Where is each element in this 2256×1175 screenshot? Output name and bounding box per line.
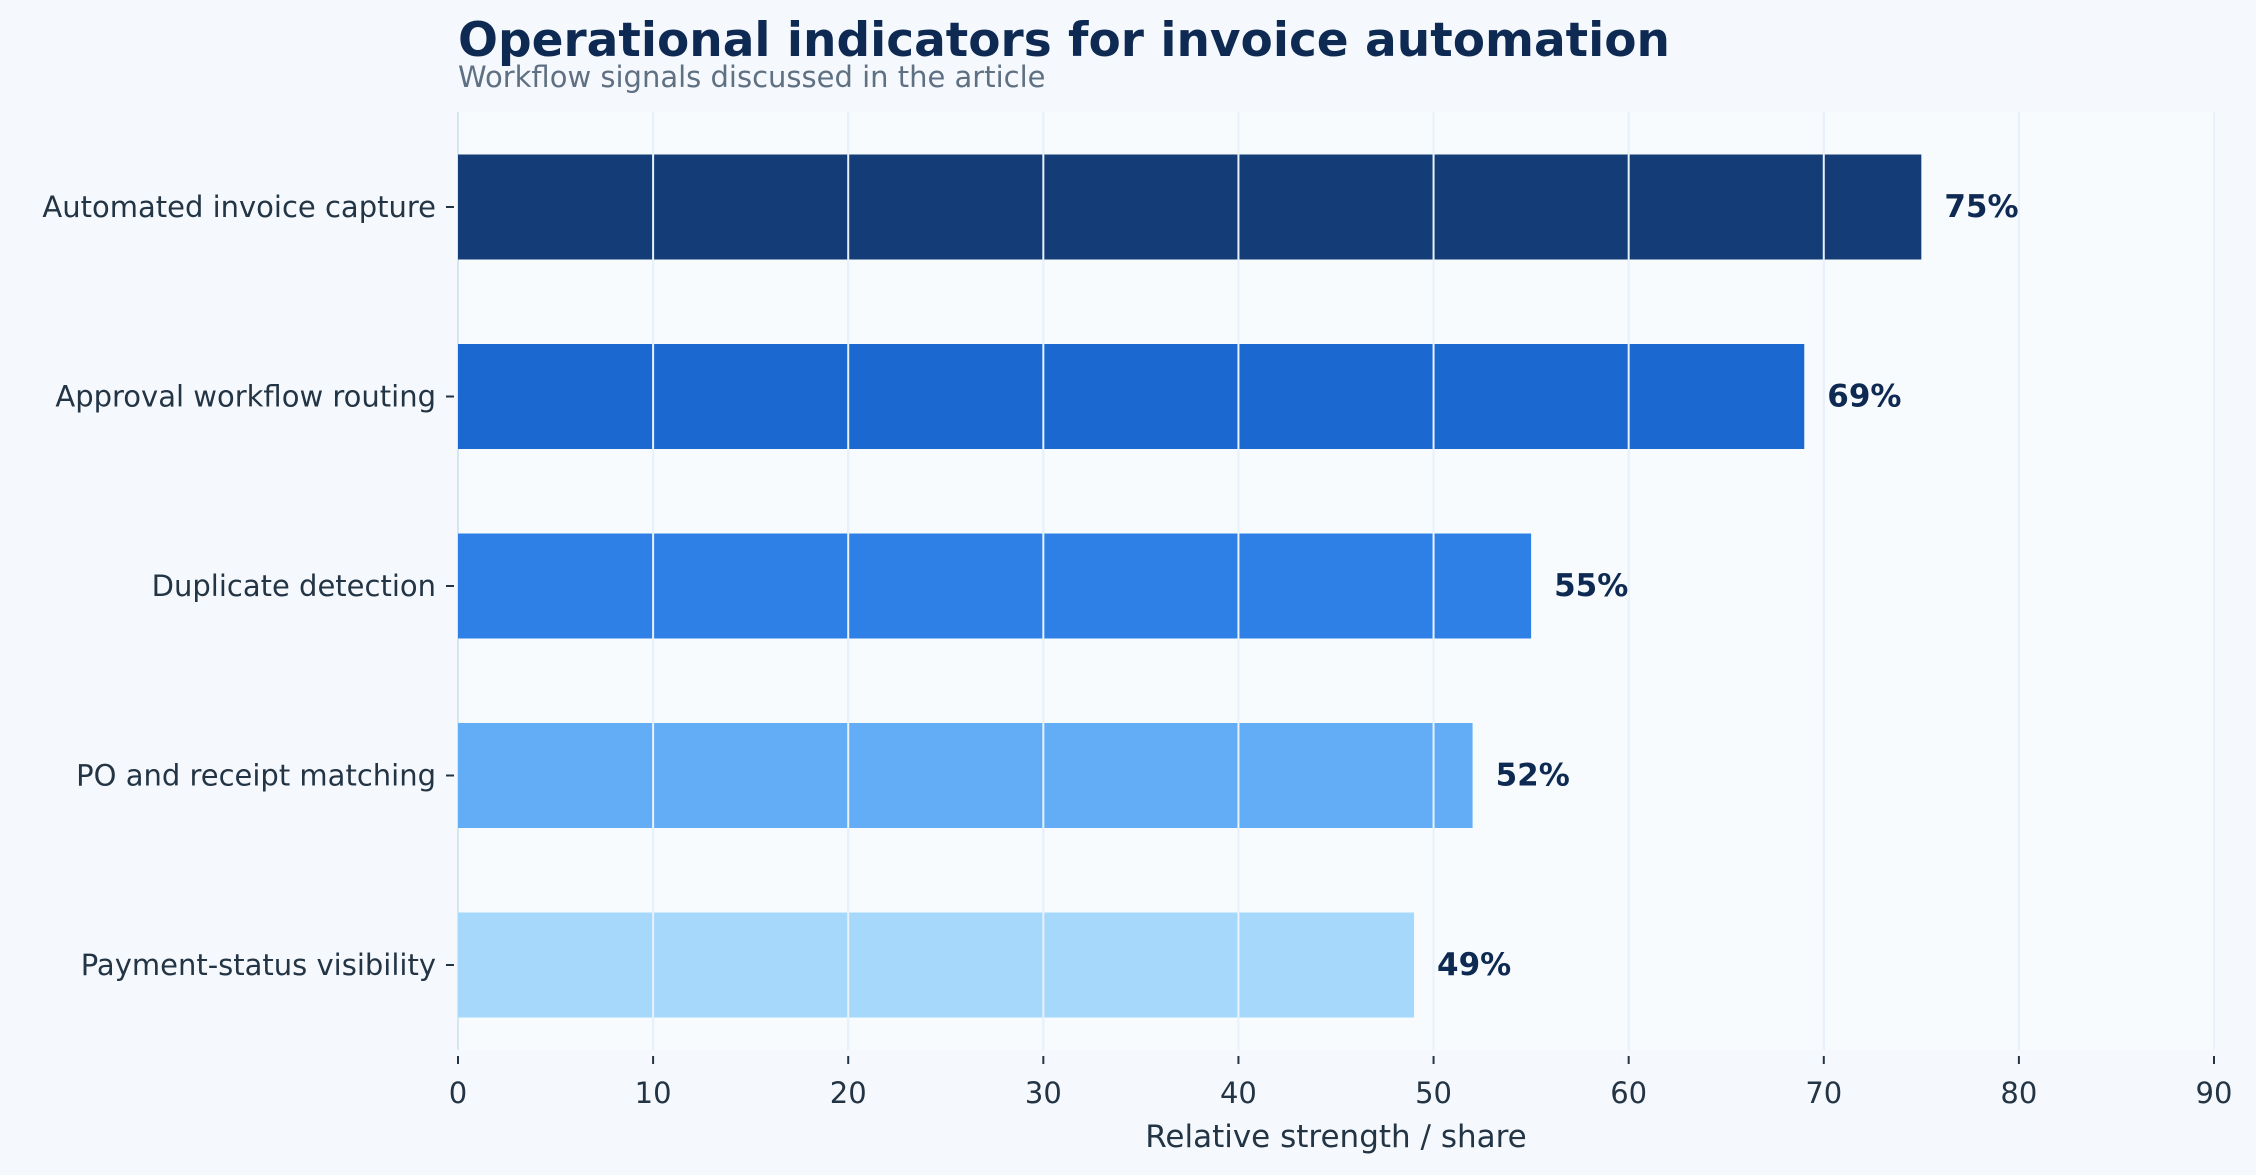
x-tick-label: 90 bbox=[2196, 1076, 2233, 1110]
x-axis-label: Relative strength / share bbox=[1145, 1119, 1527, 1155]
category-label: Payment-status visibility bbox=[81, 948, 436, 982]
x-tick-label: 20 bbox=[830, 1076, 867, 1110]
x-tick-label: 70 bbox=[1805, 1076, 1842, 1110]
value-labels: 75% 69% 55% 52% 49% bbox=[1437, 189, 2018, 983]
category-label: PO and receipt matching bbox=[76, 759, 436, 793]
category-label: Automated invoice capture bbox=[42, 190, 436, 224]
x-tick-label: 50 bbox=[1415, 1076, 1452, 1110]
bar-value-label: 75% bbox=[1944, 189, 2018, 225]
bar bbox=[458, 154, 1922, 260]
category-label: Approval workflow routing bbox=[55, 380, 436, 414]
x-tick-label: 30 bbox=[1025, 1076, 1062, 1110]
x-axis-ticks: 0 10 20 30 40 50 60 70 80 90 bbox=[449, 1056, 2233, 1110]
x-tick-label: 80 bbox=[2000, 1076, 2037, 1110]
bar-value-label: 49% bbox=[1437, 947, 1511, 983]
x-tick-label: 10 bbox=[635, 1076, 672, 1110]
chart-title: Operational indicators for invoice autom… bbox=[458, 13, 1670, 68]
bar-value-label: 52% bbox=[1496, 758, 1570, 794]
bar bbox=[458, 533, 1532, 639]
gridlines-over-bars bbox=[652, 112, 2215, 1050]
bar bbox=[458, 912, 1415, 1018]
bar bbox=[458, 344, 1805, 449]
bar-value-label: 69% bbox=[1827, 379, 1901, 415]
bars bbox=[458, 154, 1922, 1018]
bar bbox=[458, 723, 1473, 828]
category-labels: Automated invoice capture Approval workfl… bbox=[42, 190, 454, 982]
chart-subtitle: Workflow signals discussed in the articl… bbox=[458, 60, 1046, 94]
x-tick-label: 40 bbox=[1220, 1076, 1257, 1110]
x-tick-label: 60 bbox=[1610, 1076, 1647, 1110]
category-label: Duplicate detection bbox=[152, 569, 436, 603]
x-tick-label: 0 bbox=[449, 1076, 467, 1110]
bar-value-label: 55% bbox=[1554, 568, 1628, 604]
